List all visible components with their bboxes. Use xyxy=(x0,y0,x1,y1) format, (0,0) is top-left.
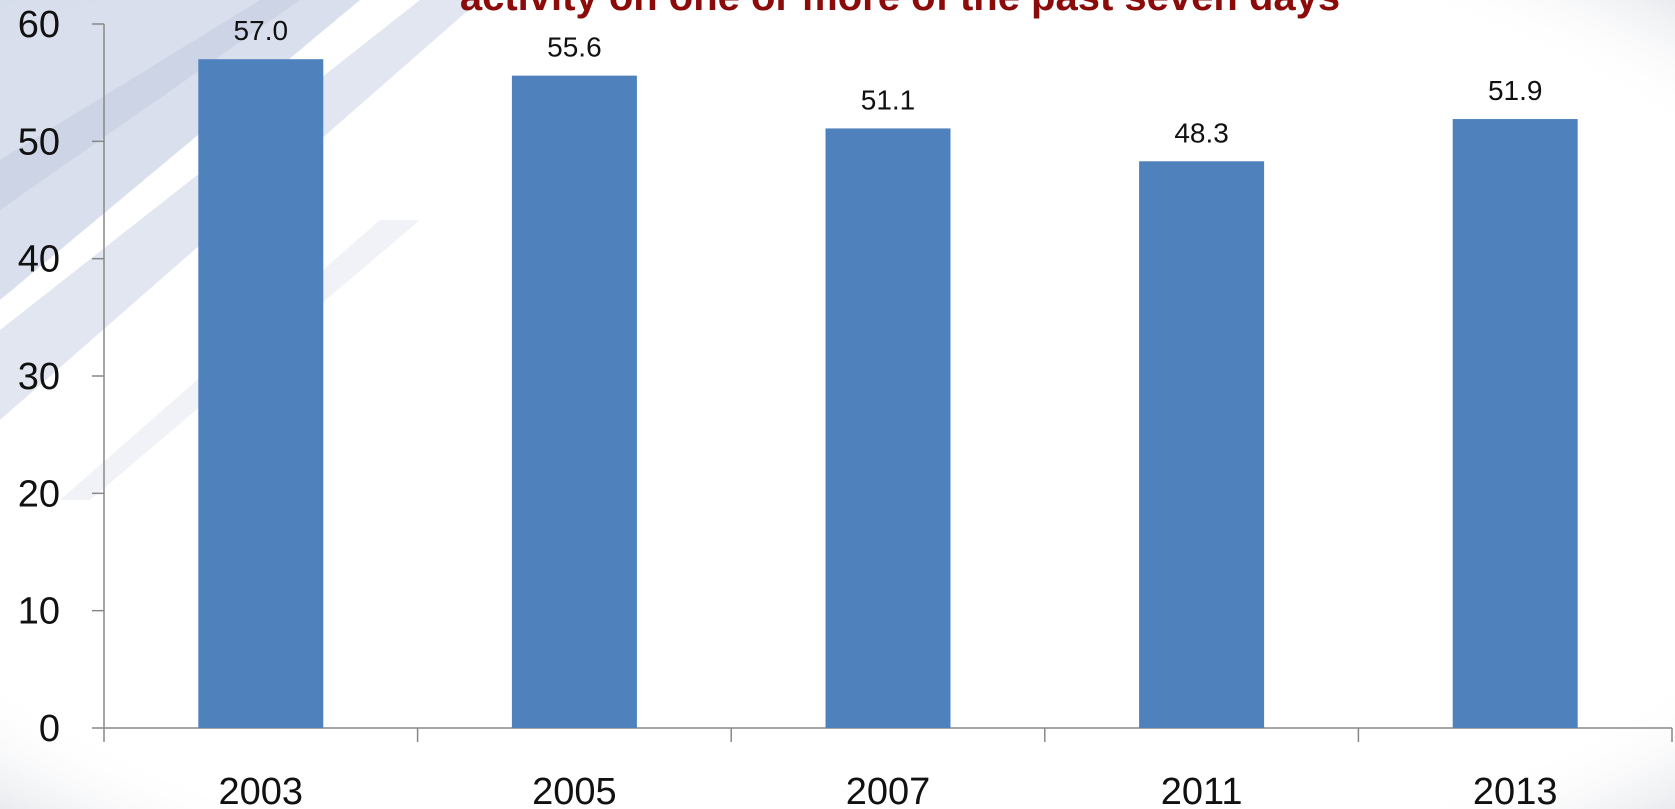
x-tick-label: 2007 xyxy=(846,771,931,809)
x-tick-label: 2013 xyxy=(1473,771,1558,809)
bar-2003 xyxy=(198,59,324,728)
x-tick-label: 2011 xyxy=(1161,771,1243,809)
x-axis-ticks: 2003 2005 2007 2011 2013 xyxy=(103,728,1673,809)
y-tick-label: 60 xyxy=(18,4,60,46)
data-label-2007: 51.1 xyxy=(861,84,916,115)
bar-2013 xyxy=(1452,119,1578,729)
data-labels: 57.0 55.6 51.1 48.3 51.9 xyxy=(234,15,1543,148)
y-tick-label: 20 xyxy=(18,473,60,515)
bar-2007 xyxy=(825,128,951,729)
y-tick-label: 0 xyxy=(39,708,60,750)
data-label-2013: 51.9 xyxy=(1488,75,1543,106)
y-tick-label: 50 xyxy=(18,121,60,163)
y-axis-ticks: 0 10 20 30 40 50 60 xyxy=(18,4,104,750)
chart-title: activity on one or more of the past seve… xyxy=(460,0,1340,19)
data-label-2005: 55.6 xyxy=(547,32,602,63)
x-tick-label: 2005 xyxy=(532,771,617,809)
data-label-2003: 57.0 xyxy=(234,15,289,46)
x-tick-label: 2003 xyxy=(219,771,304,809)
bars xyxy=(198,59,1578,729)
data-label-2011: 48.3 xyxy=(1174,117,1229,148)
bar-2011 xyxy=(1139,161,1265,728)
bar-2005 xyxy=(511,75,637,729)
y-tick-label: 40 xyxy=(18,239,60,281)
y-tick-label: 10 xyxy=(18,591,60,633)
y-tick-label: 30 xyxy=(18,356,60,398)
